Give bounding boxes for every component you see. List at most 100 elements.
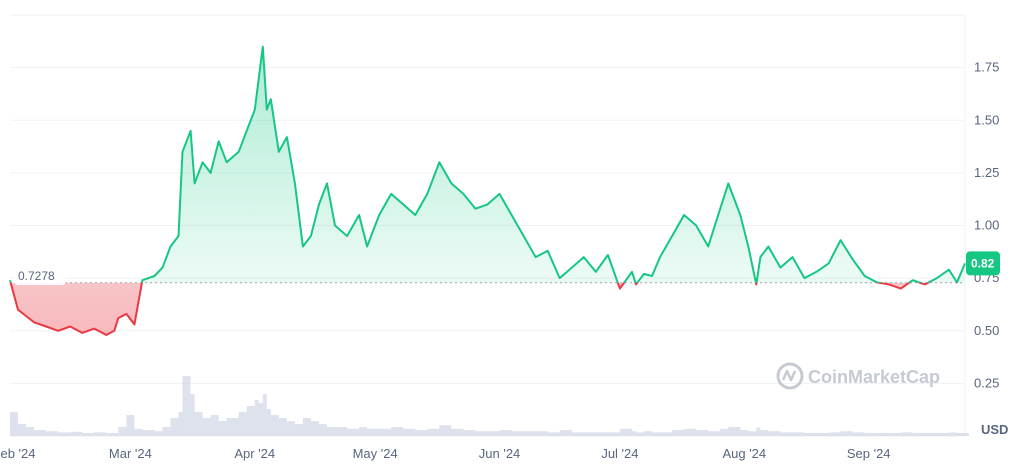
volume-bar — [226, 418, 239, 436]
volume-bar — [194, 412, 203, 436]
volume-bar — [266, 409, 271, 436]
watermark-text: CoinMarketCap — [808, 367, 940, 387]
volume-bar — [780, 432, 793, 436]
volume-bar — [439, 425, 452, 436]
volume-bar — [310, 421, 319, 436]
volume-bar — [403, 428, 416, 436]
volume-bar — [262, 394, 267, 436]
volume-bar — [792, 432, 805, 436]
volume-bar — [547, 432, 560, 436]
price-line-up — [9, 45, 966, 283]
volume-bar — [760, 430, 769, 436]
volume-bar — [595, 432, 608, 436]
volume-bar — [948, 432, 957, 436]
volume-bar — [347, 428, 360, 436]
volume-bar — [335, 427, 348, 436]
x-tick-label: Sep '24 — [847, 446, 891, 461]
volume-bar — [523, 431, 536, 436]
volume-bar — [965, 433, 969, 436]
volume-bar — [154, 431, 163, 436]
volume-bar — [888, 433, 901, 436]
volume-bar — [278, 418, 287, 436]
volume-bar — [367, 428, 380, 436]
volume-bar — [114, 433, 119, 436]
volume-bar — [270, 415, 279, 436]
volume-bar — [748, 431, 757, 436]
volume-bar — [10, 412, 19, 436]
x-tick-label: Mar '24 — [109, 446, 152, 461]
y-tick-label: 1.75 — [974, 60, 999, 75]
currency-unit-label: USD — [981, 422, 1008, 437]
coinmarketcap-logo-mark — [781, 369, 797, 382]
volume-bar — [379, 428, 392, 436]
volume-bar — [182, 376, 191, 436]
volume-bar — [142, 430, 155, 436]
volume-bar — [912, 433, 925, 436]
volume-bar — [635, 432, 644, 436]
volume-bar — [828, 432, 841, 436]
x-tick-label: Aug '24 — [722, 446, 766, 461]
watermark: CoinMarketCap — [776, 362, 940, 390]
volume-bar — [672, 430, 685, 436]
volume-bar — [318, 424, 327, 436]
x-tick-label: May '24 — [353, 446, 398, 461]
volume-bar — [294, 424, 303, 436]
volume-bar — [924, 433, 937, 436]
volume-bar — [571, 432, 584, 436]
volume-bar — [559, 430, 572, 436]
baseline-badge-bg — [14, 267, 66, 285]
volume-bar — [535, 431, 548, 436]
volume-bar — [619, 428, 632, 436]
y-tick-label: 1.50 — [974, 112, 999, 127]
y-tick-label: 1.00 — [974, 218, 999, 233]
volume-bar — [218, 421, 227, 436]
volume-bar — [487, 431, 500, 436]
volume-bar — [415, 430, 428, 436]
y-tick-label: 0.25 — [974, 375, 999, 390]
volume-bar — [708, 431, 721, 436]
price-line-down — [9, 282, 958, 336]
x-tick-label: Jun '24 — [479, 446, 521, 461]
volume-bar — [359, 427, 368, 436]
x-tick-label: Apr '24 — [234, 446, 275, 461]
volume-bar — [643, 431, 653, 436]
volume-bar — [451, 428, 464, 436]
volume-bar — [427, 428, 440, 436]
x-axis: Feb '24 Mar '24 Apr '24 May '24 Jun '24 Jul '… — [0, 446, 891, 461]
price-area — [10, 46, 965, 335]
x-tick-label: Feb '24 — [0, 446, 35, 461]
volume-bar — [34, 430, 47, 436]
volume-bar — [607, 432, 620, 436]
volume-bar — [511, 431, 524, 436]
y-tick-label: 1.25 — [974, 165, 999, 180]
area-above-baseline — [10, 46, 965, 283]
volume-bar — [202, 418, 211, 436]
y-axis: 0.250.500.751.001.251.501.75 — [974, 60, 999, 391]
volume-bar — [756, 427, 761, 436]
volume-bar — [740, 430, 749, 436]
volume-bar — [178, 412, 183, 436]
volume-bar — [631, 431, 636, 436]
volume-bar — [246, 406, 255, 436]
volume-bar — [583, 432, 596, 436]
volume-bar — [696, 430, 709, 436]
volume-bar — [134, 428, 143, 436]
volume-bar — [475, 431, 488, 436]
volume-bar — [94, 432, 107, 436]
current-price-label: 0.82 — [971, 256, 995, 270]
volume-bar — [326, 427, 336, 436]
current-price-badge-bg — [966, 251, 1000, 276]
price-line — [9, 45, 966, 336]
current-price-badge: 0.82 — [966, 251, 1000, 276]
volume-bar — [46, 431, 59, 436]
baseline-badge: 0.7278 — [14, 267, 66, 285]
volume-bar — [499, 430, 512, 436]
volume-bar — [238, 412, 247, 436]
volume-bar — [82, 433, 95, 436]
volume-bar — [956, 433, 965, 436]
baseline-value-label: 0.7278 — [18, 269, 55, 283]
volume-bar — [58, 432, 71, 436]
volume-bar — [210, 415, 219, 436]
volume-bar — [258, 403, 263, 436]
volume-bar — [26, 427, 35, 436]
